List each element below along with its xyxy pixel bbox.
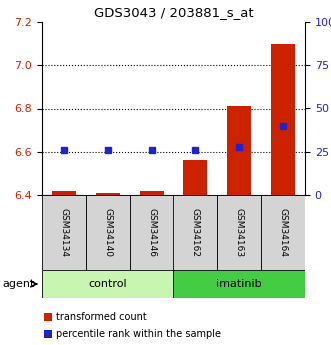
Text: percentile rank within the sample: percentile rank within the sample: [56, 329, 221, 339]
Bar: [52, 191, 76, 195]
Bar: [130, 195, 173, 270]
Bar: [227, 106, 251, 195]
Title: GDS3043 / 203881_s_at: GDS3043 / 203881_s_at: [94, 7, 253, 19]
Bar: [42, 270, 173, 298]
Bar: [173, 270, 305, 298]
Bar: [86, 195, 130, 270]
Text: imatinib: imatinib: [216, 279, 262, 289]
Text: GSM34163: GSM34163: [235, 208, 244, 257]
Bar: [261, 195, 305, 270]
Text: GSM34164: GSM34164: [279, 208, 288, 257]
Text: GSM34140: GSM34140: [103, 208, 112, 257]
Bar: [217, 195, 261, 270]
Text: GSM34146: GSM34146: [147, 208, 156, 257]
Text: transformed count: transformed count: [56, 312, 147, 322]
Bar: [140, 191, 164, 195]
Text: agent: agent: [2, 279, 34, 289]
Bar: [42, 195, 86, 270]
Text: GSM34162: GSM34162: [191, 208, 200, 257]
Bar: [44, 313, 52, 321]
Bar: [271, 43, 295, 195]
Text: GSM34134: GSM34134: [60, 208, 69, 257]
Bar: [173, 195, 217, 270]
Bar: [96, 193, 120, 195]
Bar: [44, 329, 52, 338]
Bar: [183, 160, 208, 195]
Text: control: control: [88, 279, 127, 289]
